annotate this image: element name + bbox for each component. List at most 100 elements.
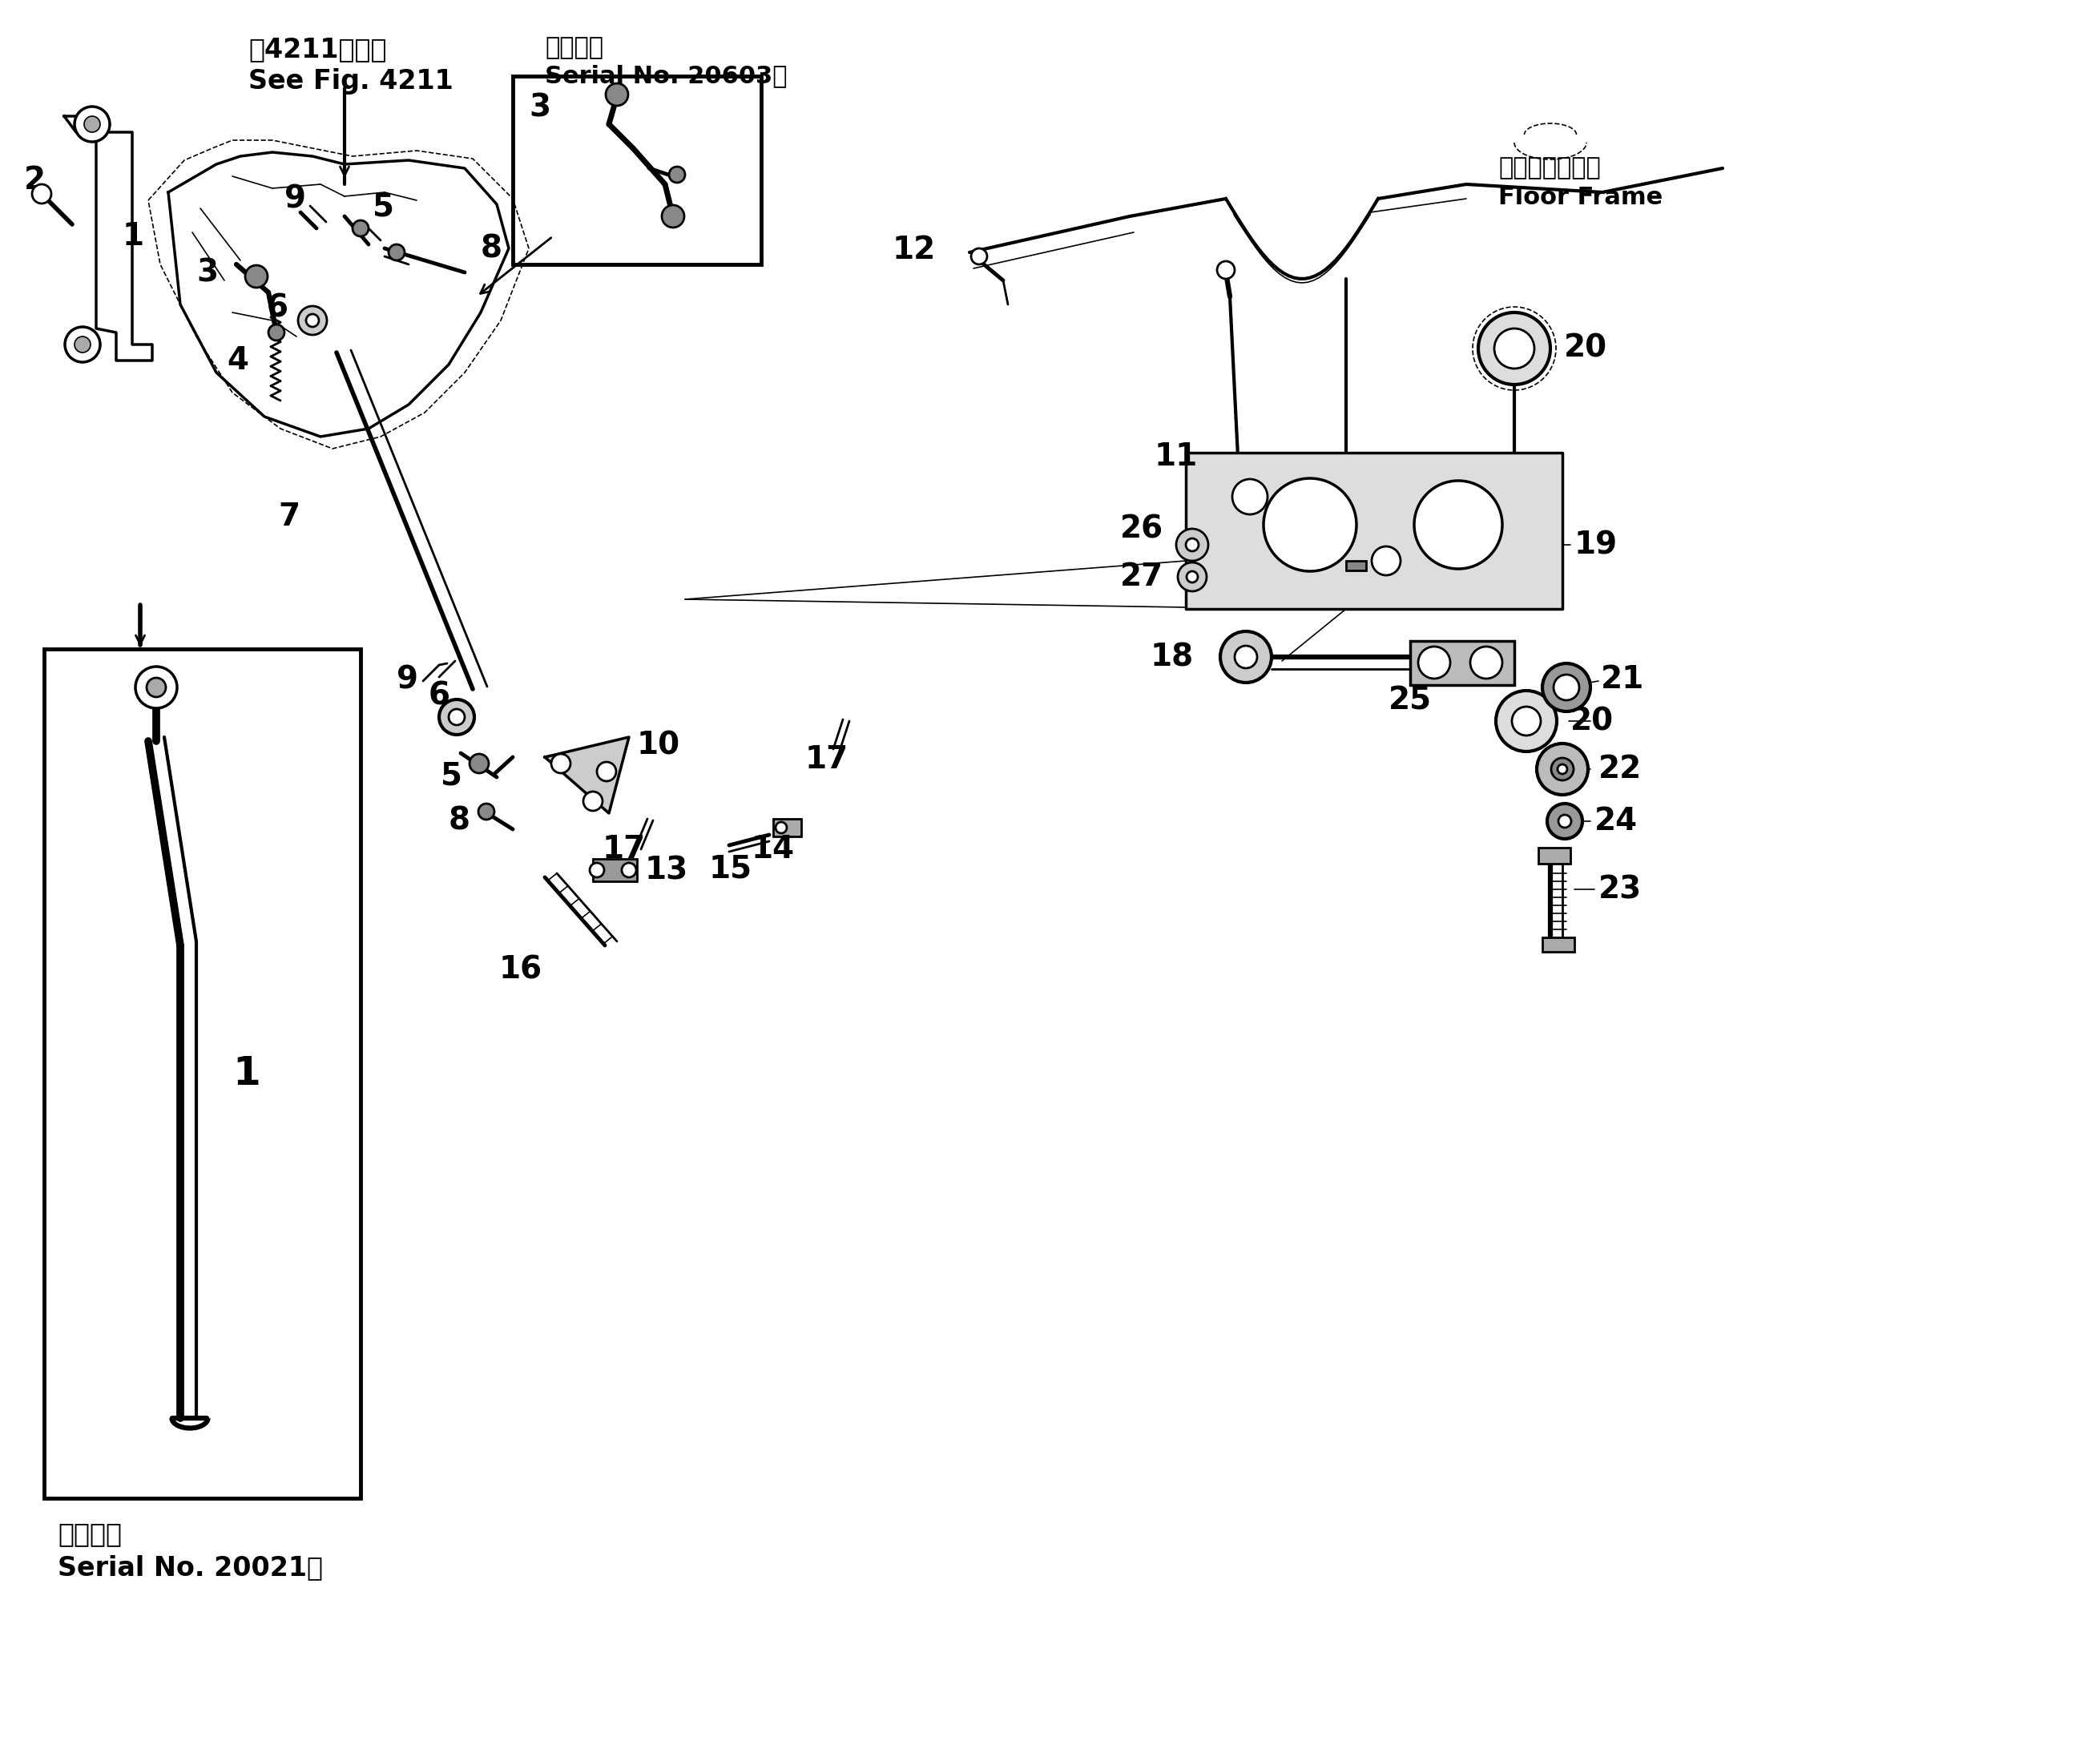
Circle shape — [1548, 803, 1583, 840]
Circle shape — [1478, 313, 1550, 385]
Circle shape — [449, 708, 464, 726]
Bar — [512, 77, 760, 264]
Circle shape — [353, 220, 370, 236]
Circle shape — [1554, 675, 1579, 700]
Bar — [592, 859, 636, 881]
Circle shape — [246, 266, 267, 287]
Text: 1: 1 — [233, 1055, 260, 1093]
Circle shape — [605, 84, 628, 105]
Text: Serial No. 20021～: Serial No. 20021～ — [57, 1555, 323, 1581]
Circle shape — [84, 115, 101, 133]
Bar — [1346, 561, 1367, 570]
Text: 18: 18 — [1151, 642, 1193, 672]
Text: 笥4211図参照: 笥4211図参照 — [248, 37, 386, 63]
Text: 適用号機: 適用号機 — [57, 1520, 122, 1548]
Circle shape — [1418, 647, 1451, 679]
Circle shape — [269, 325, 284, 341]
Polygon shape — [544, 736, 630, 813]
Text: 5: 5 — [372, 191, 395, 222]
Text: Serial No. 20603～: Serial No. 20603～ — [544, 65, 788, 87]
Text: 7: 7 — [279, 502, 300, 532]
Text: フロアフレーム: フロアフレーム — [1497, 156, 1600, 180]
Text: 23: 23 — [1598, 874, 1642, 904]
Text: 8: 8 — [481, 233, 502, 264]
Circle shape — [1186, 572, 1197, 582]
Circle shape — [662, 205, 685, 227]
Text: 21: 21 — [1600, 665, 1644, 694]
Circle shape — [1176, 528, 1208, 561]
Circle shape — [970, 248, 987, 264]
Circle shape — [1371, 546, 1401, 575]
Text: 6: 6 — [428, 680, 449, 710]
Circle shape — [550, 754, 571, 773]
Circle shape — [1558, 815, 1571, 827]
Text: 9: 9 — [284, 184, 307, 213]
Circle shape — [470, 754, 489, 773]
Text: Floor Frame: Floor Frame — [1497, 185, 1663, 210]
Bar — [1541, 937, 1575, 951]
Circle shape — [1178, 563, 1208, 591]
Circle shape — [74, 336, 90, 353]
Text: 14: 14 — [752, 834, 796, 864]
Circle shape — [1552, 757, 1573, 780]
Circle shape — [1218, 261, 1235, 278]
Circle shape — [584, 792, 603, 812]
Circle shape — [1220, 631, 1270, 682]
Text: 8: 8 — [449, 806, 470, 836]
Circle shape — [1413, 481, 1502, 568]
Text: 13: 13 — [645, 855, 689, 885]
Circle shape — [32, 184, 50, 203]
Bar — [1539, 848, 1571, 864]
Circle shape — [596, 763, 615, 782]
Circle shape — [298, 306, 328, 334]
Text: 16: 16 — [500, 955, 542, 985]
Circle shape — [1495, 691, 1556, 752]
Circle shape — [670, 166, 685, 182]
Circle shape — [1512, 707, 1541, 736]
Bar — [44, 649, 361, 1499]
Text: 11: 11 — [1155, 441, 1197, 472]
Circle shape — [1558, 764, 1567, 775]
Text: 17: 17 — [603, 834, 647, 864]
Text: 10: 10 — [636, 729, 680, 761]
Circle shape — [1470, 647, 1502, 679]
Text: 5: 5 — [441, 761, 462, 791]
Circle shape — [65, 327, 101, 362]
Circle shape — [74, 107, 109, 142]
Text: See Fig. 4211: See Fig. 4211 — [248, 68, 454, 94]
Text: 22: 22 — [1598, 754, 1642, 784]
Circle shape — [147, 679, 166, 698]
Circle shape — [1264, 477, 1357, 572]
Circle shape — [1235, 645, 1258, 668]
Text: 6: 6 — [267, 294, 288, 324]
Circle shape — [1541, 663, 1590, 712]
Text: 9: 9 — [397, 665, 418, 694]
Text: 25: 25 — [1388, 686, 1432, 717]
Circle shape — [1537, 743, 1588, 794]
Circle shape — [388, 245, 405, 261]
Text: 12: 12 — [892, 234, 937, 266]
Polygon shape — [1186, 453, 1562, 609]
Circle shape — [1186, 539, 1199, 551]
Circle shape — [622, 862, 636, 878]
Text: 3: 3 — [195, 257, 218, 287]
Circle shape — [1495, 329, 1535, 369]
Text: 1: 1 — [122, 220, 145, 252]
Circle shape — [1233, 479, 1268, 514]
Polygon shape — [65, 115, 151, 360]
Bar — [773, 819, 802, 836]
Text: 19: 19 — [1575, 530, 1617, 560]
Text: 3: 3 — [529, 93, 550, 122]
Text: 24: 24 — [1594, 806, 1638, 836]
Text: 15: 15 — [710, 854, 752, 885]
Circle shape — [479, 803, 494, 820]
Text: 4: 4 — [227, 345, 248, 376]
Circle shape — [775, 822, 788, 833]
Bar — [1281, 497, 1304, 509]
Polygon shape — [168, 152, 508, 437]
Text: 26: 26 — [1119, 514, 1163, 544]
Text: 2: 2 — [23, 164, 46, 196]
Text: 適用号機: 適用号機 — [544, 37, 603, 59]
Circle shape — [307, 315, 319, 327]
Text: 20: 20 — [1571, 707, 1613, 736]
